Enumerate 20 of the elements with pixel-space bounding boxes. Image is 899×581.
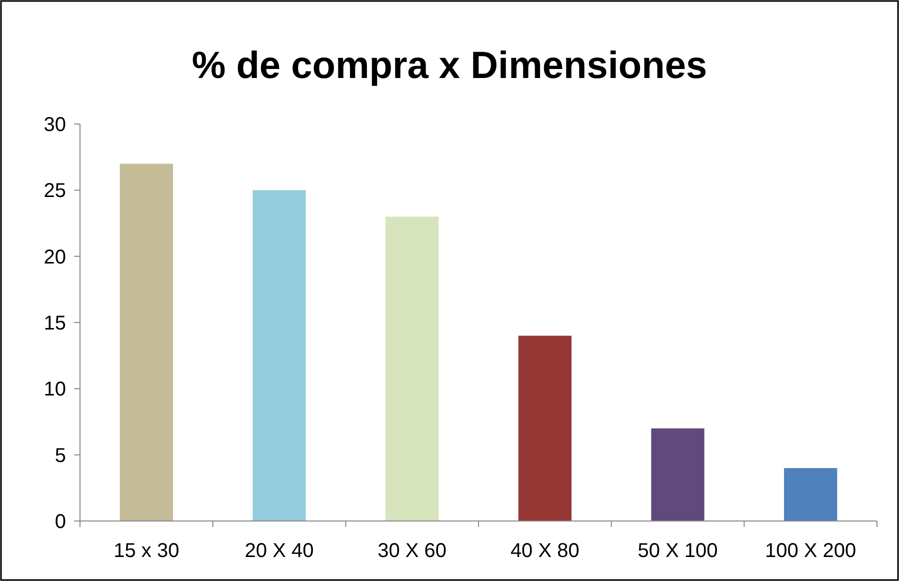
x-tick-label: 40 X 80 bbox=[510, 540, 580, 562]
x-tick-label: 20 X 40 bbox=[244, 540, 314, 562]
y-tick-label: 5 bbox=[54, 444, 66, 467]
x-tick-label: 30 X 60 bbox=[378, 540, 447, 562]
bar bbox=[651, 428, 704, 521]
y-tick-label: 20 bbox=[44, 246, 66, 268]
x-tick-label: 50 X 100 bbox=[638, 540, 718, 562]
y-tick-label: 25 bbox=[44, 180, 66, 202]
y-tick-label: 0 bbox=[54, 511, 66, 533]
y-tick-label: 10 bbox=[44, 378, 66, 401]
bar bbox=[120, 164, 173, 521]
x-tick-label: 100 X 200 bbox=[764, 540, 856, 562]
bar bbox=[386, 216, 439, 521]
x-tick-label: 15 x 30 bbox=[114, 540, 180, 562]
y-tick-label: 15 bbox=[44, 312, 66, 334]
bar bbox=[784, 468, 838, 521]
chart-title: % de compra x Dimensiones bbox=[192, 45, 708, 87]
bar bbox=[518, 336, 572, 521]
bar bbox=[252, 190, 306, 521]
y-tick-label: 30 bbox=[44, 114, 66, 136]
